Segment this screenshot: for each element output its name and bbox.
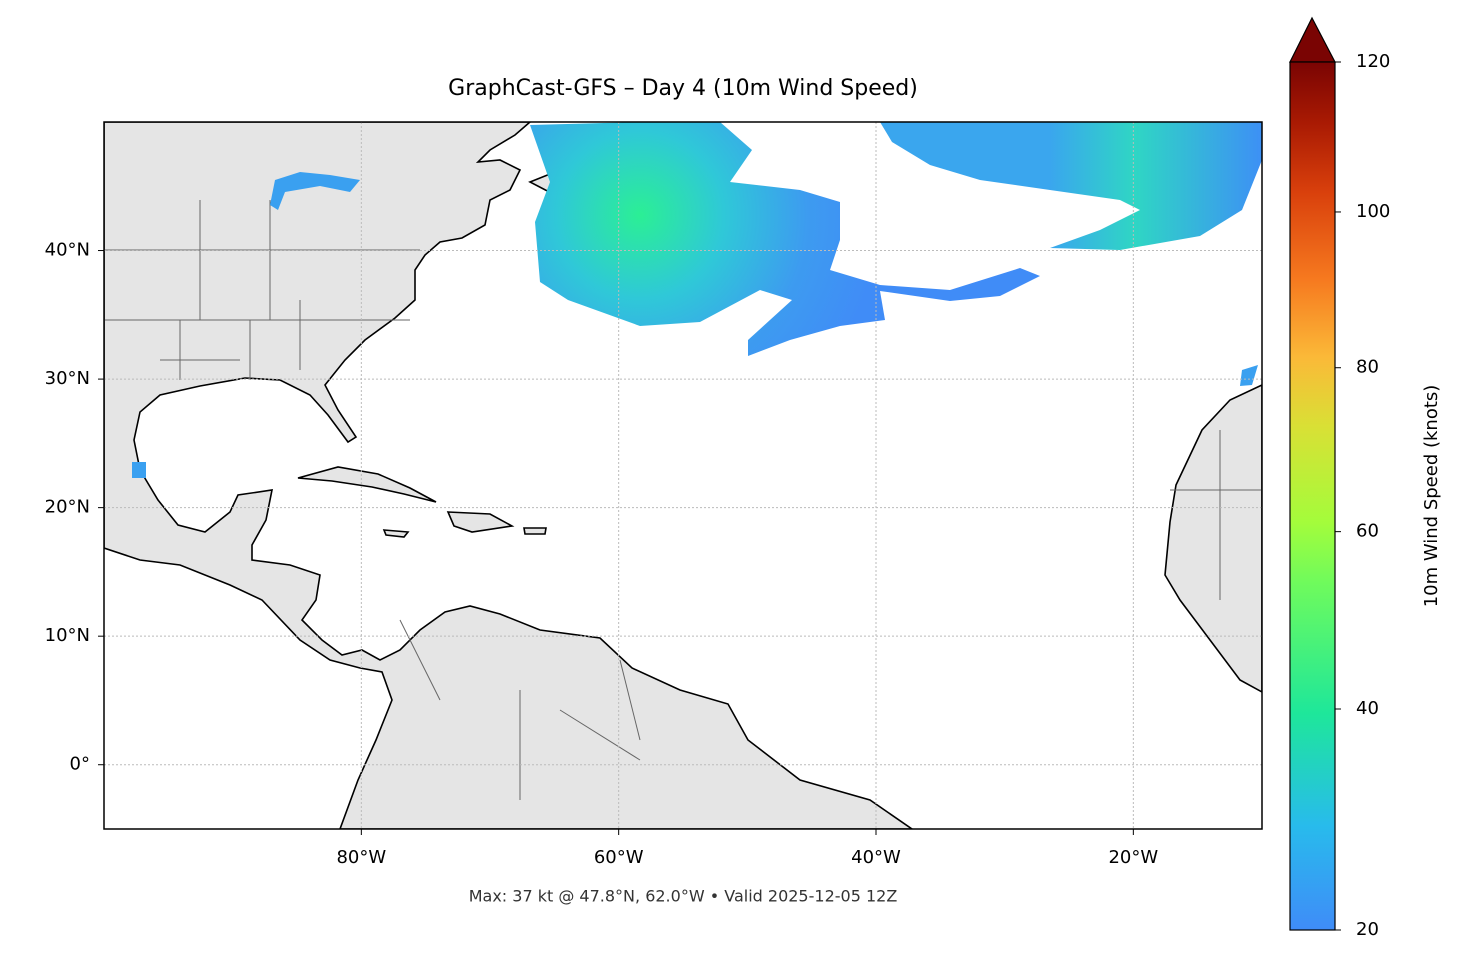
footer-note: Max: 37 kt @ 47.8°N, 62.0°W • Valid 2025…: [469, 887, 898, 906]
y-tick-label: 10°N: [45, 625, 90, 646]
x-tick-label: 40°W: [851, 847, 901, 868]
x-tick-label: 20°W: [1108, 847, 1158, 868]
y-tick-label: 30°N: [45, 368, 90, 389]
colorbar-tick-label: 100: [1356, 201, 1390, 222]
map: [104, 122, 1262, 829]
colorbar-tick-label: 40: [1356, 698, 1379, 719]
colorbar-tick-label: 80: [1356, 357, 1379, 378]
chart-title: GraphCast-GFS – Day 4 (10m Wind Speed): [448, 76, 918, 101]
x-tick-label: 80°W: [336, 847, 386, 868]
y-tick-label: 40°N: [45, 240, 90, 261]
wind-field: [530, 122, 1040, 356]
africa: [1164, 384, 1262, 693]
y-tick-label: 0°: [70, 754, 90, 775]
colorbar: [1289, 61, 1336, 931]
borders: [104, 200, 1262, 800]
hispaniola: [446, 511, 515, 533]
colorbar-tick-label: 20: [1356, 919, 1379, 940]
wind-field: [880, 122, 1262, 250]
colorbar-label: 10m Wind Speed (knots): [1421, 385, 1442, 608]
americas: [104, 122, 914, 829]
x-tick-label: 60°W: [594, 847, 644, 868]
y-tick-label: 20°N: [45, 497, 90, 518]
colorbar-extend: [1289, 16, 1336, 63]
colorbar-tick-label: 60: [1356, 521, 1379, 542]
puerto-rico: [523, 527, 547, 535]
jamaica: [382, 529, 410, 538]
colorbar-tick-label: 120: [1356, 51, 1390, 72]
cuba: [297, 466, 437, 503]
map-frame: [103, 121, 1263, 830]
